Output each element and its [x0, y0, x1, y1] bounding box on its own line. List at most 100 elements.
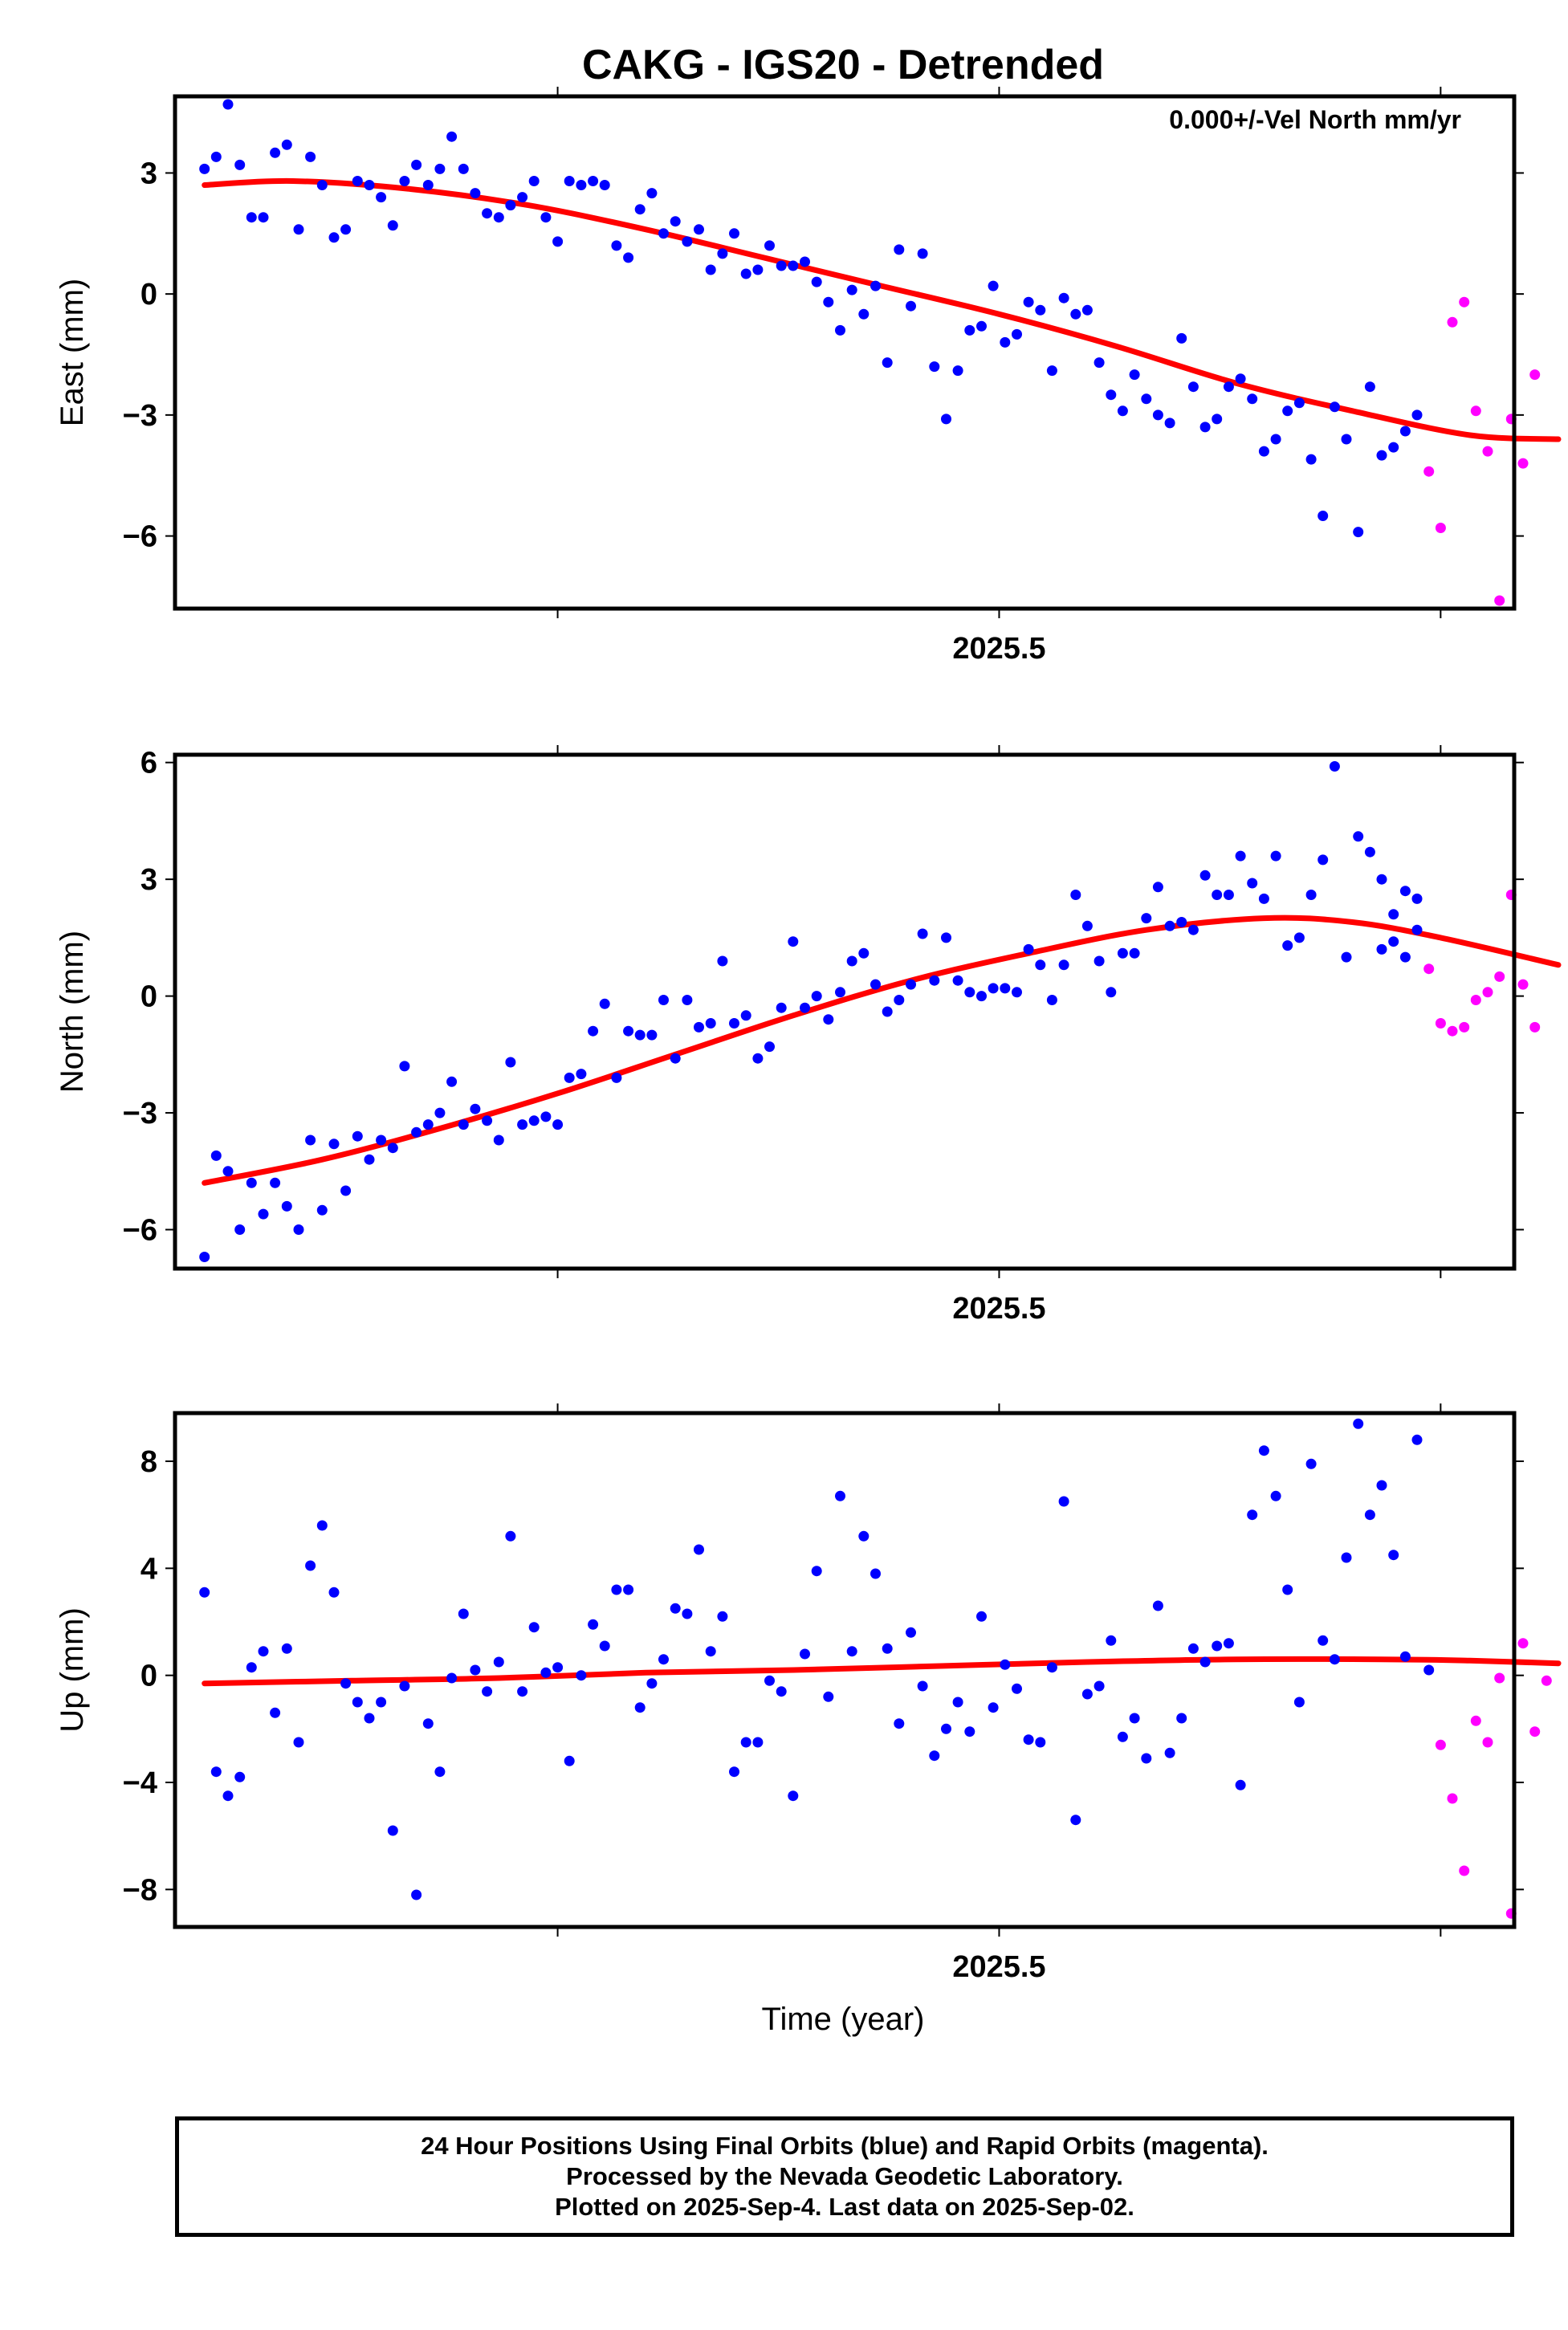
north-final-point [1212, 890, 1223, 900]
east-final-point [540, 212, 552, 223]
up-rapid-point [1494, 1672, 1505, 1684]
east-xtick-label: 2025.5 [952, 632, 1045, 666]
north-final-point [411, 1126, 422, 1138]
up-final-point [658, 1654, 669, 1665]
up-final-point [941, 1723, 951, 1734]
east-final-point [364, 180, 375, 190]
east-final-point [1258, 446, 1269, 457]
north-ytick-label: 6 [141, 747, 157, 780]
up-final-point [517, 1686, 528, 1697]
east-final-point [222, 99, 234, 110]
north-final-point [1106, 987, 1117, 998]
north-final-point [1235, 850, 1246, 862]
east-final-point [952, 365, 963, 377]
north-ytick-label: 3 [141, 863, 157, 897]
north-final-point [1364, 846, 1375, 857]
east-final-point [694, 224, 704, 235]
east-final-point [270, 147, 281, 158]
east-final-point [328, 232, 340, 243]
east-final-point [1293, 397, 1305, 409]
east-ytick-label: −3 [123, 399, 157, 433]
east-final-point [564, 176, 575, 186]
east-final-point [588, 176, 599, 186]
north-final-point [1411, 893, 1423, 904]
north-final-point [941, 932, 951, 943]
east-final-point [1023, 296, 1034, 308]
north-final-point [1035, 959, 1046, 971]
north-plot-frame [173, 752, 1517, 1271]
north-final-point [270, 1177, 281, 1188]
up-final-point [623, 1584, 634, 1595]
east-final-point [705, 264, 716, 275]
up-xtick-label: 2025.5 [952, 1950, 1045, 1984]
north-final-point [552, 1119, 564, 1130]
up-final-point [1423, 1664, 1435, 1676]
east-final-point [1141, 393, 1152, 405]
up-final-point [1117, 1731, 1128, 1742]
north-rapid-point [1447, 1025, 1458, 1037]
east-final-point [634, 204, 646, 215]
east-final-point [811, 276, 822, 287]
east-final-point [1282, 405, 1293, 417]
north-final-point [1353, 831, 1364, 842]
north-fit-group [202, 914, 1562, 1186]
east-final-point [446, 131, 458, 142]
up-final-point [1270, 1490, 1281, 1501]
up-final-point [588, 1619, 599, 1630]
up-final-point [929, 1750, 940, 1762]
north-final-point [764, 1041, 775, 1053]
north-final-point [505, 1057, 516, 1068]
north-final-point [387, 1143, 398, 1154]
north-final-point [634, 1029, 646, 1041]
north-rapid-point [1494, 971, 1505, 982]
up-final-point [1318, 1635, 1329, 1646]
north-points-group [199, 761, 1541, 1262]
up-final-point [1152, 1600, 1163, 1611]
east-final-point [305, 151, 316, 162]
up-final-point [964, 1726, 975, 1737]
north-final-point [846, 955, 857, 967]
up-final-point [505, 1530, 516, 1542]
north-final-point [1305, 890, 1317, 900]
up-final-point [1046, 1662, 1057, 1673]
north-final-point [1164, 920, 1175, 931]
north-final-point [1012, 987, 1022, 998]
north-final-point [976, 991, 987, 1002]
up-final-point [776, 1686, 787, 1697]
east-final-point [1070, 308, 1081, 320]
north-final-point [611, 1072, 622, 1083]
east-final-point [1223, 381, 1234, 393]
up-final-point [576, 1670, 587, 1681]
east-final-point [422, 180, 434, 190]
north-final-point [246, 1177, 257, 1188]
east-final-point [281, 139, 292, 150]
east-final-point [434, 163, 446, 174]
east-final-point [1058, 292, 1069, 303]
north-final-point [1046, 995, 1057, 1005]
north-final-point [1247, 878, 1258, 889]
north-rapid-point [1482, 987, 1493, 998]
up-final-point [1364, 1509, 1375, 1521]
up-ytick-label: 0 [141, 1660, 157, 1693]
up-final-point [788, 1790, 799, 1802]
east-final-point [258, 212, 269, 223]
up-rapid-point [1529, 1726, 1541, 1737]
east-final-point [1046, 365, 1057, 377]
up-final-point [281, 1643, 292, 1654]
east-plot-frame [173, 94, 1517, 611]
east-final-point [894, 244, 905, 255]
up-final-point [199, 1587, 210, 1598]
east-final-point [1035, 304, 1046, 316]
north-final-point [328, 1139, 340, 1150]
east-final-point [1247, 393, 1258, 405]
north-final-point [305, 1134, 316, 1146]
up-final-point [1223, 1638, 1234, 1649]
up-final-point [364, 1713, 375, 1724]
up-final-point [1023, 1734, 1034, 1745]
north-final-point [1341, 951, 1352, 963]
east-final-point [976, 320, 987, 332]
east-final-point [717, 248, 728, 259]
footer-box: 24 Hour Positions Using Final Orbits (bl… [175, 2116, 1514, 2237]
north-final-point [576, 1069, 587, 1080]
up-final-point [1212, 1640, 1223, 1652]
